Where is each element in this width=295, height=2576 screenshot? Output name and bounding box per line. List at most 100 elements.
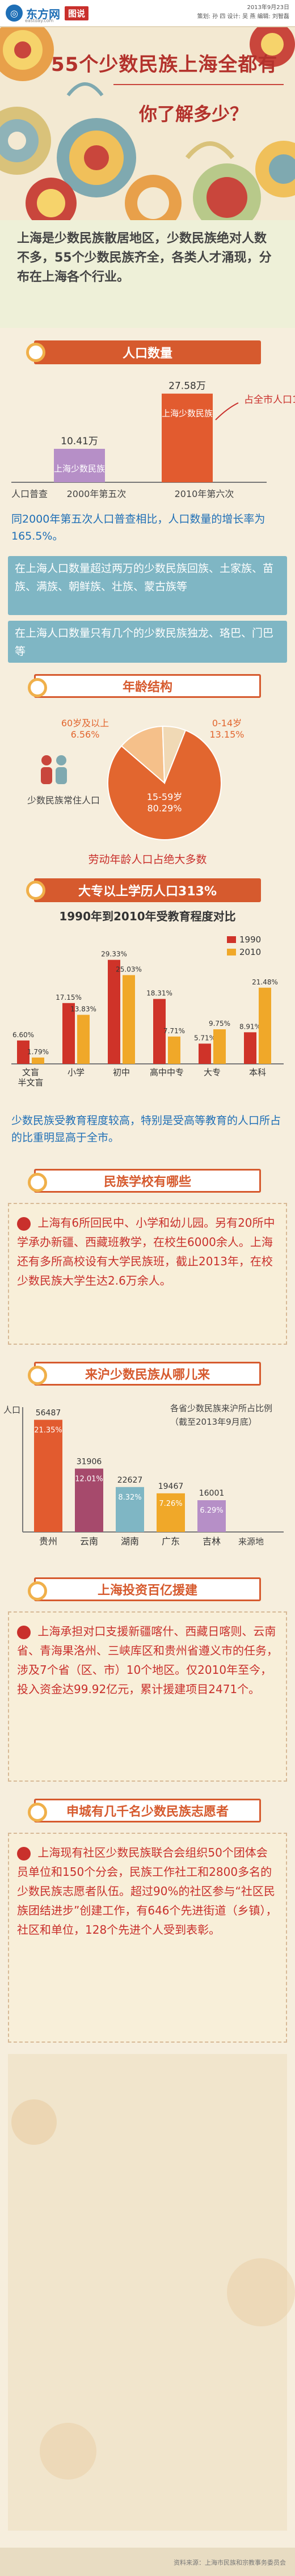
aid-text: 上海承担对口支援新疆喀什、西藏日喀则、云南省、青海果洛州、三峡库区和贵州省遵义市…	[17, 1624, 278, 1696]
card-pin-icon	[17, 1217, 31, 1231]
group1-box: 在上海人口数量超过两万的少数民族回族、土家族、苗族、满族、朝鲜族、壮族、蒙古族等	[8, 556, 287, 615]
education-bar	[199, 1043, 211, 1064]
origin-y-label: 人口	[3, 1405, 20, 1415]
education-bar	[77, 1015, 90, 1064]
aid-card: 上海承担对口支援新疆喀什、西藏日喀则、云南省、青海果洛州、三峡库区和贵州省遵义市…	[8, 1611, 287, 1782]
education-category-label: 小学	[68, 1067, 85, 1077]
education-value-label: 8.91%	[239, 1022, 261, 1030]
growth-text: 同2000年第五次人口普查相比，人口数量的增长率为165.5%。	[11, 513, 266, 542]
section-ring-icon	[28, 1366, 47, 1385]
education-value-label: 9.75%	[209, 1020, 230, 1028]
site-logo[interactable]: ◎ 东方网	[6, 5, 60, 22]
education-category-label: 半文盲	[18, 1077, 43, 1088]
population-bar-chart: 人口普查 10.41万 2000年第五次 上海少数民族 27.58万 2010年第六次 上…	[11, 381, 295, 499]
education-chart-title: 1990年到2010年受教育程度对比	[59, 910, 236, 923]
card-pin-icon	[17, 1846, 31, 1861]
pie-slice-label: 0-14岁	[212, 718, 242, 729]
section-age-label: 年龄结构	[122, 680, 172, 694]
origin-value-label: 56487	[36, 1408, 61, 1417]
origin-percent-label: 6.29%	[200, 1506, 223, 1515]
people-icon	[41, 755, 67, 784]
origin-percent-label: 7.26%	[159, 1500, 182, 1508]
title-divider	[113, 84, 284, 85]
schools-card: 上海有6所回民中、小学和幼儿园。另有20所中学承办新疆、西藏班教学，在校生600…	[8, 1203, 287, 1345]
education-category-label: 文盲	[22, 1067, 39, 1077]
group2-box: 在上海人口数量只有几个的少数民族独龙、珞巴、门巴等	[8, 621, 287, 663]
section-population-label: 人口数量	[122, 347, 172, 361]
population-value-label: 27.58万	[168, 381, 206, 392]
credits: 2013年9月23日 策划: 孙 四 设计: 吴 燕 编辑: 刘智磊	[197, 3, 289, 22]
origin-note: 各省少数民族来沪所占比例（截至2013年9月底）	[170, 1403, 273, 1427]
origin-bar	[75, 1468, 103, 1532]
origin-category-label: 湖南	[121, 1536, 139, 1547]
section-volunteer-title: 申城有几千名少数民族志愿者	[28, 1799, 261, 1822]
origin-x-label: 来源地	[238, 1537, 264, 1547]
hero-banner: 55个少数民族上海全都有 你了解多少？	[0, 27, 295, 220]
pie-center-label: 少数民族常住人口	[27, 795, 100, 806]
pie-value-label: 6.56%	[71, 729, 100, 740]
origin-value-label: 19467	[158, 1482, 184, 1491]
intro-paragraph: 上海是少数民族散居地区，少数民族绝对人数不多，55个少数民族齐全，各类人才涌现，…	[0, 220, 295, 328]
population-bar	[162, 393, 213, 482]
origin-percent-label: 21.35%	[34, 1426, 62, 1434]
population-category-label: 2010年第六次	[175, 489, 234, 499]
pie-value-label: 13.15%	[209, 729, 244, 740]
age-caption: 劳动年龄人口占绝大多数	[88, 853, 207, 866]
origin-bar-chart: 人口 来源地 56487 21.35% 贵州 31906 12.01% 云南 22627 8.…	[3, 1405, 284, 1547]
logo-icon: ◎	[6, 5, 23, 22]
education-value-label: 5.71%	[194, 1034, 216, 1042]
credit-editor: 编辑: 刘智磊	[257, 14, 289, 20]
pie-value-label: 80.29%	[147, 803, 182, 814]
legend-swatch	[227, 949, 236, 956]
education-value-label: 1.79%	[27, 1048, 49, 1056]
section-origin-label: 来沪少数民族从哪儿来	[85, 1368, 210, 1382]
population-axis-prefix: 人口普查	[11, 489, 48, 499]
section-ring-icon	[28, 1803, 47, 1822]
bottom-decoration	[8, 2054, 295, 2531]
education-bar	[17, 1040, 30, 1064]
education-value-label: 7.71%	[163, 1027, 185, 1035]
education-value-label: 13.83%	[70, 1005, 96, 1013]
education-bar	[153, 999, 166, 1064]
section-ring-icon	[28, 1173, 47, 1192]
education-category-label: 本科	[249, 1067, 266, 1077]
education-bar	[62, 1003, 75, 1064]
origin-percent-label: 8.32%	[118, 1493, 141, 1502]
education-bar	[213, 1029, 226, 1064]
header-bar: ◎ 东方网 eastday.com 图说 2013年9月23日 策划: 孙 四 …	[0, 0, 295, 27]
pie-slice	[107, 729, 222, 840]
volunteer-card: 上海现有社区少数民族联合会组织50个团体会员单位和150个分会，民族工作社工和2…	[8, 1833, 287, 2043]
education-category-label: 初中	[113, 1067, 130, 1077]
population-category-label: 2000年第五次	[67, 489, 127, 499]
volunteer-text: 上海现有社区少数民族联合会组织50个团体会员单位和150个分会，民族工作社工和2…	[17, 1846, 277, 1937]
legend-label: 2010	[239, 947, 261, 957]
section-schools-label: 民族学校有哪些	[103, 1175, 191, 1189]
origin-bar	[34, 1420, 62, 1532]
population-bar-label: 上海少数民族	[162, 409, 213, 419]
section-ring-icon	[28, 1581, 47, 1601]
education-value-label: 18.31%	[146, 990, 172, 997]
section-aid-title: 上海投资百亿援建	[28, 1577, 261, 1601]
education-category-label: 大专	[204, 1067, 221, 1077]
share-arrow-icon	[215, 402, 239, 420]
origin-bar	[116, 1487, 144, 1532]
section-origin-title: 来沪少数民族从哪儿来	[28, 1362, 261, 1386]
card-pin-icon	[17, 1625, 31, 1639]
education-value-label: 6.60%	[12, 1031, 34, 1039]
population-bar-label: 上海少数民族	[54, 464, 105, 474]
education-bar	[123, 975, 135, 1064]
origin-category-label: 贵州	[39, 1536, 57, 1547]
origin-value-label: 22627	[117, 1476, 143, 1485]
column-tag: 图说	[65, 6, 89, 20]
population-share-note: 占全市人口1.2%	[244, 394, 295, 406]
section-age-title: 年龄结构	[28, 674, 261, 698]
main-title: 55个少数民族上海全都有	[51, 53, 278, 76]
section-ring-icon	[28, 678, 47, 697]
education-bar	[259, 987, 271, 1064]
section-volunteer-label: 申城有几千名少数民族志愿者	[66, 1805, 229, 1819]
date-text: 2013年9月23日	[247, 5, 289, 11]
section-schools-title: 民族学校有哪些	[28, 1169, 261, 1193]
